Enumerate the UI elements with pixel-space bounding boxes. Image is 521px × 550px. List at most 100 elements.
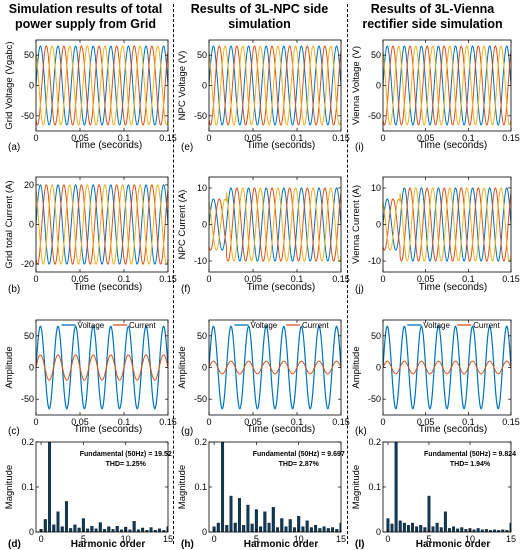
annotation-h: Fundamental (50Hz) = 9.697 THD= 2.87% xyxy=(253,451,345,468)
harmonic-bar xyxy=(472,529,476,532)
phase-c-line-j xyxy=(383,187,511,262)
panel-label: (i) xyxy=(355,142,364,153)
harmonic-bar xyxy=(335,529,339,532)
harmonic-bar xyxy=(43,519,47,532)
voltage-line-k xyxy=(383,325,511,410)
panel-h: Fundamental (50Hz) = 9.697 THD= 2.87% 0 5 10… xyxy=(177,437,346,550)
y-tick-label: -50 xyxy=(368,111,381,121)
harmonic-bar xyxy=(419,525,423,532)
harmonic-bar xyxy=(48,442,52,532)
harmonic-bar xyxy=(505,530,509,532)
x-tick-label: 0.15 xyxy=(332,417,350,427)
harmonic-bar xyxy=(128,529,132,532)
x-tick-label: 0.15 xyxy=(159,133,177,143)
harmonic-bar xyxy=(501,529,505,532)
panel-label: (f) xyxy=(181,284,190,295)
x-tick-label: 5 xyxy=(81,534,86,544)
y-tick-label: 10 xyxy=(371,183,381,193)
plot-area-g xyxy=(209,325,341,410)
harmonic-bar xyxy=(435,522,439,532)
x-tick-label: 0.05 xyxy=(417,274,435,284)
legend-c: Voltage Current xyxy=(61,321,156,330)
legend-g: Voltage Current xyxy=(234,321,329,330)
harmonic-bar xyxy=(237,498,241,532)
legend-current-label: Current xyxy=(129,321,156,330)
harmonic-bar xyxy=(225,525,229,532)
y-tick-label: 0.1 xyxy=(21,482,34,492)
x-tick-label: 0.05 xyxy=(244,133,262,143)
column-title-npc: Results of 3L-NPC side simulation xyxy=(190,2,329,31)
panel-label: (c) xyxy=(8,426,20,437)
x-tick-label: 0.05 xyxy=(244,417,262,427)
x-tick-label: 0.1 xyxy=(118,133,131,143)
y-axis-label: Magnitude xyxy=(351,465,362,509)
panel-i: 0 0.05 0.1 0.15 -50 0 50 Vienna Voltage (V) Time… xyxy=(351,39,520,153)
harmonic-bar xyxy=(390,523,394,532)
x-axis-label: Harmonic order xyxy=(71,539,146,550)
phase-c-line-e xyxy=(209,45,341,126)
x-axis-label: Harmonic order xyxy=(244,539,319,550)
plot-area-e xyxy=(209,45,341,126)
harmonic-bar xyxy=(493,529,497,532)
y-tick-label: -50 xyxy=(194,111,207,121)
harmonic-bar xyxy=(497,530,501,532)
y-tick-label: 0.1 xyxy=(194,482,207,492)
harmonic-bar xyxy=(107,526,111,532)
annotation-thd: THD= 2.87% xyxy=(279,461,320,468)
harmonic-bar xyxy=(423,527,427,532)
x-tick-label: 0 xyxy=(385,534,390,544)
current-line-c xyxy=(36,354,168,381)
panel-b: 0 0.05 0.1 0.15 -20 0 20 Grid total Current (A)… xyxy=(4,176,177,295)
plot-area-b xyxy=(36,184,168,265)
panel-j: 0 0.05 0.1 0.15 -10 0 10 Vienna Current (A) Time… xyxy=(351,176,520,295)
harmonic-bar xyxy=(509,522,511,532)
x-tick-label: 0 xyxy=(206,417,211,427)
x-tick-label: 0.05 xyxy=(417,417,435,427)
harmonic-bar xyxy=(331,527,335,532)
y-tick-label: -50 xyxy=(21,111,34,121)
y-axis-label: Grid Voltage (Vgabc) xyxy=(4,41,15,129)
y-tick-label: 0.1 xyxy=(368,482,381,492)
y-tick-label: 50 xyxy=(24,331,34,341)
x-tick-label: 0.1 xyxy=(291,133,304,143)
harmonic-bar xyxy=(326,528,330,532)
plot-area-j xyxy=(383,187,511,262)
harmonic-bar xyxy=(271,507,275,532)
y-tick-label: 50 xyxy=(24,50,34,60)
y-axis-label: Vienna Voltage (V) xyxy=(351,46,362,125)
panel-label: (h) xyxy=(181,539,194,550)
harmonic-bar xyxy=(280,518,284,532)
harmonic-bar xyxy=(431,526,435,532)
y-axis-label: Amplitude xyxy=(351,346,362,388)
x-tick-label: 0.05 xyxy=(71,417,89,427)
harmonic-bar xyxy=(305,520,309,532)
y-tick-label: 50 xyxy=(197,50,207,60)
x-tick-label: 0.1 xyxy=(118,274,131,284)
x-tick-label: 0.15 xyxy=(332,133,350,143)
harmonic-bar xyxy=(427,495,431,532)
harmonic-bar xyxy=(267,522,271,532)
harmonic-bar xyxy=(250,523,254,532)
x-tick-label: 10 xyxy=(465,534,475,544)
y-tick-label: 0 xyxy=(29,527,34,537)
phase-c-line-f xyxy=(209,187,341,262)
y-tick-label: 0 xyxy=(29,220,34,230)
x-tick-label: 0 xyxy=(380,133,385,143)
harmonic-bar xyxy=(246,504,250,532)
column-divider-left xyxy=(173,4,174,544)
harmonic-bar xyxy=(111,529,115,532)
harmonic-bar xyxy=(132,521,136,532)
harmonic-bar xyxy=(480,529,484,532)
y-axis-label: Amplitude xyxy=(4,346,15,388)
harmonic-bar xyxy=(443,511,447,532)
harmonic-bar xyxy=(452,526,456,532)
current-line-k xyxy=(383,360,511,375)
x-tick-label: 0 xyxy=(33,417,38,427)
phase-a-line-a xyxy=(36,45,168,126)
panel-label: (l) xyxy=(355,539,364,550)
harmonic-bar xyxy=(476,528,480,532)
harmonic-bar xyxy=(221,442,225,532)
harmonic-bar xyxy=(318,528,322,532)
y-axis-label: NPC Current (A) xyxy=(177,190,188,260)
x-axis-label: Time (seconds) xyxy=(247,424,316,435)
